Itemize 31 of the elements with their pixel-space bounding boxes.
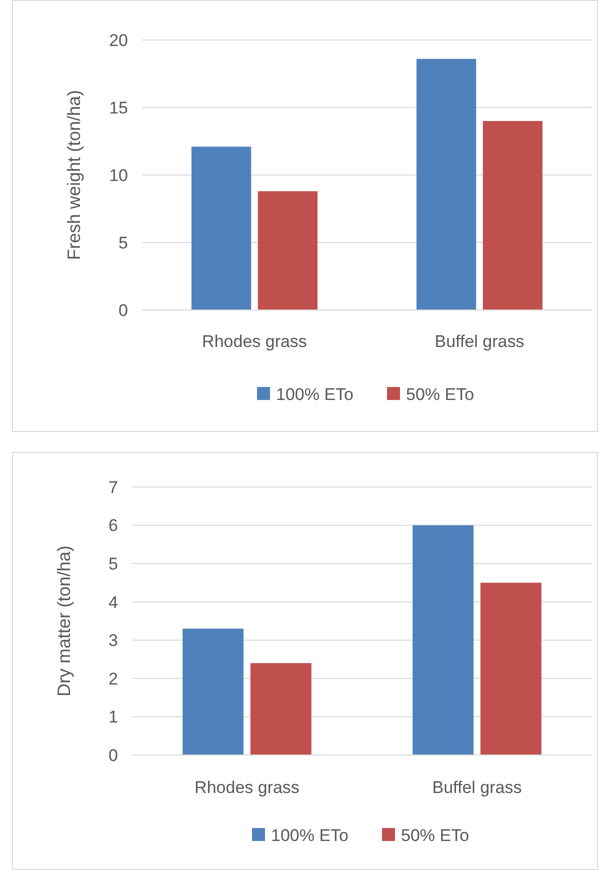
bar: [480, 582, 542, 755]
y-tick-label: 0: [118, 300, 128, 320]
bar: [250, 663, 312, 755]
y-tick-label: 20: [109, 30, 128, 50]
legend-label: 100% ETo: [276, 384, 354, 404]
y-tick-label: 7: [108, 478, 118, 497]
y-tick-label: 5: [118, 233, 128, 252]
y-tick-label: 0: [108, 746, 118, 765]
bar: [192, 146, 252, 310]
x-tick-label: Rhodes grass: [194, 778, 300, 797]
y-tick-label: 1: [108, 708, 118, 727]
bar: [258, 191, 318, 310]
bar: [182, 628, 244, 755]
y-axis-title: Dry matter (ton/ha): [54, 545, 74, 697]
bar: [482, 121, 542, 310]
y-tick-label: 15: [109, 98, 128, 118]
legend-label: 50% ETo: [406, 384, 474, 404]
y-tick-label: 5: [108, 554, 118, 574]
y-tick-label: 3: [108, 631, 118, 650]
x-tick-label: Buffel grass: [434, 332, 524, 351]
y-tick-label: 2: [108, 669, 118, 688]
y-tick-label: 4: [108, 592, 118, 612]
y-tick-label: 10: [109, 166, 128, 185]
x-tick-label: Buffel grass: [432, 778, 522, 797]
bar: [416, 58, 476, 310]
y-tick-label: 6: [108, 516, 118, 536]
x-tick-label: Rhodes grass: [202, 332, 307, 351]
legend-label: 50% ETo: [401, 826, 470, 845]
bar: [412, 525, 474, 755]
legend-label: 100% ETo: [271, 826, 348, 845]
y-axis-title: Fresh weight (ton/ha): [64, 90, 84, 260]
